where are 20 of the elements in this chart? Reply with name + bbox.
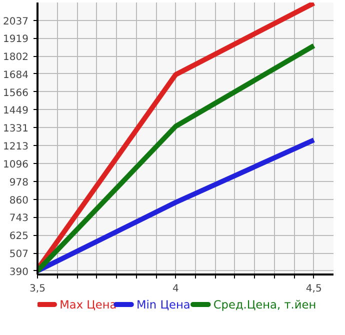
y-tick-label: 2037	[3, 16, 29, 28]
y-tick-label: 860	[9, 195, 29, 206]
legend-label: Сред.Цена, т.йен	[213, 298, 316, 312]
y-tick-label: 1566	[3, 88, 29, 99]
legend-label: Min Цена	[136, 298, 190, 312]
y-tick-label: 507	[9, 249, 29, 260]
y-tick-label: 390	[9, 266, 29, 278]
y-tick-label: 1802	[3, 52, 29, 64]
x-tick-label: 3,5	[30, 284, 46, 294]
x-tick-label: 4	[172, 284, 179, 294]
y-tick-label: 1919	[3, 34, 29, 46]
y-tick-label: 625	[9, 231, 29, 242]
x-tick-label: 4,5	[306, 284, 322, 294]
y-tick-label: 1449	[3, 106, 29, 117]
y-tick-label: 1331	[3, 124, 29, 135]
y-tick-label: 978	[9, 177, 29, 188]
y-tick-label: 743	[9, 213, 29, 224]
y-tick-label: 1096	[3, 159, 29, 170]
y-tick-label: 1213	[3, 142, 29, 153]
y-tick-label: 1684	[3, 70, 29, 81]
